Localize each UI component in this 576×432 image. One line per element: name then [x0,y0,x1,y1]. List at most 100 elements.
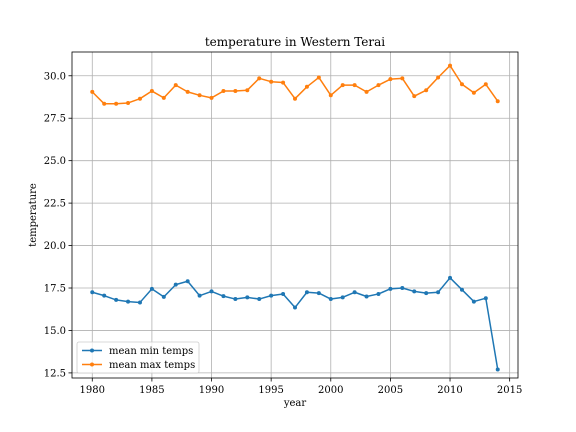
y-tick-label: 25.0 [44,156,66,167]
data-point [245,295,250,300]
data-point [137,300,142,305]
data-point [173,83,178,88]
y-axis-ticks: 12.5 15.0 17.5 20.0 22.5 25.0 27.5 30.0 [44,71,72,379]
data-point [257,297,262,302]
data-point [161,95,166,100]
data-point [269,293,274,298]
data-point [281,291,286,296]
data-point [483,82,488,87]
data-point [436,75,441,80]
legend-label: mean min temps [109,346,193,357]
data-point [90,290,95,295]
data-point [114,101,119,106]
data-point [400,76,405,81]
data-point [388,286,393,291]
legend: mean min temps mean max temps [76,341,200,374]
y-tick-label: 12.5 [44,368,66,379]
y-axis-label: temperature [28,183,39,247]
data-point [173,282,178,287]
data-point [102,293,107,298]
data-point [376,291,381,296]
data-point [197,93,202,98]
data-point [340,295,345,300]
data-point [149,286,154,291]
data-point [269,79,274,84]
x-tick-label: 2010 [437,385,462,396]
data-point [233,297,238,302]
data-point [448,275,453,280]
data-point [495,99,500,104]
chart-title: temperature in Western Terai [205,35,385,49]
data-point [197,293,202,298]
data-point [376,83,381,88]
data-point [316,291,321,296]
data-point [388,77,393,82]
data-point [293,305,297,310]
legend-marker [90,348,94,353]
y-tick-label: 20.0 [44,241,66,252]
data-point [412,94,417,99]
data-point [245,88,250,93]
data-point [185,279,190,284]
legend-box [76,341,200,374]
x-tick-label: 2000 [318,385,343,396]
data-point [149,89,154,94]
data-point [304,290,309,295]
data-point [126,100,131,105]
x-tick-label: 1990 [199,385,224,396]
data-point [161,294,166,299]
data-point [328,93,333,98]
data-point [352,83,357,88]
data-point [102,101,107,106]
x-axis-ticks: 1980 1985 1990 1995 2000 2005 2010 2015 [80,378,522,396]
y-tick-label: 27.5 [44,114,66,125]
x-tick-label: 1985 [139,385,164,396]
y-tick-label: 22.5 [44,199,66,210]
x-tick-label: 2015 [497,385,522,396]
data-point [316,75,321,80]
x-axis-label: year [283,398,307,409]
data-point [221,294,226,299]
data-point [495,367,500,372]
data-point [257,76,262,81]
data-point [304,84,309,89]
data-point [412,289,417,294]
data-point [209,289,214,294]
x-tick-label: 1995 [258,385,283,396]
data-point [448,63,453,68]
legend-label: mean max temps [109,360,195,371]
data-point [471,299,476,304]
x-tick-label: 2005 [378,385,403,396]
data-point [114,297,119,302]
data-point [424,291,429,296]
data-point [340,83,345,88]
plot-lines [90,63,500,372]
data-point [436,290,441,295]
data-point [352,290,357,295]
data-point [364,294,369,299]
data-point [137,96,142,101]
x-tick-label: 1980 [80,385,105,396]
data-point [281,80,286,85]
data-point [293,96,297,101]
data-point [126,299,131,304]
data-point [459,287,464,292]
data-point [328,297,333,302]
y-tick-label: 15.0 [44,326,66,337]
data-point [90,89,95,94]
data-point [459,82,464,87]
data-point [209,95,214,100]
data-point [483,296,488,301]
data-point [424,88,429,93]
data-point [364,89,369,94]
data-point [471,90,476,95]
data-point [185,89,190,94]
plot-frame [71,51,519,379]
data-point [221,89,226,94]
y-tick-label: 30.0 [44,71,66,82]
y-tick-label: 17.5 [44,284,66,295]
legend-marker [90,362,94,367]
data-point [400,286,405,291]
data-point [233,89,238,94]
